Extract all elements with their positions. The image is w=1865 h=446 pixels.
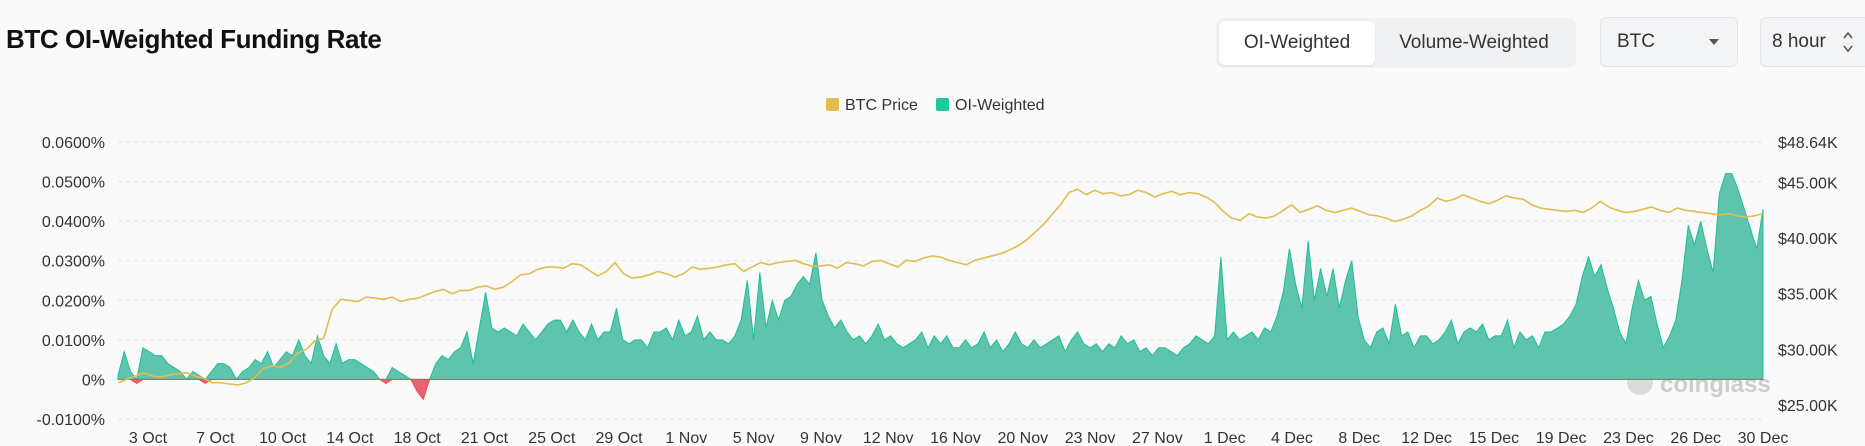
y-right-tick-label: $45.00K [1778, 175, 1838, 192]
weighting-toggle: OI-Weighted Volume-Weighted [1216, 18, 1576, 68]
btc-price-line [117, 188, 1764, 386]
y-left-tick-label: 0.0100% [42, 333, 105, 350]
caret-down-icon [1709, 39, 1719, 45]
y-left-tick-label: 0.0200% [42, 293, 105, 310]
coin-select-value: BTC [1617, 31, 1655, 52]
y-right-tick-label: $40.00K [1778, 231, 1838, 248]
coin-select[interactable]: BTC [1600, 17, 1738, 67]
x-tick-label: 9 Nov [800, 430, 842, 446]
x-tick-label: 23 Dec [1603, 430, 1654, 446]
x-tick-label: 5 Nov [733, 430, 775, 446]
x-tick-label: 1 Nov [665, 430, 707, 446]
x-tick-label: 20 Nov [997, 430, 1048, 446]
oi-weighted-negative-area [118, 378, 1763, 401]
legend-swatch [936, 98, 949, 111]
legend-swatch [826, 98, 839, 111]
legend-label: BTC Price [845, 97, 918, 114]
y-right-tick-label: $48.64K [1778, 135, 1838, 152]
x-tick-label: 27 Nov [1132, 430, 1183, 446]
x-tick-label: 14 Oct [326, 430, 374, 446]
interval-select[interactable]: 8 hour [1760, 17, 1865, 67]
page-title: BTC OI-Weighted Funding Rate [6, 24, 382, 54]
x-tick-label: 10 Oct [259, 430, 307, 446]
interval-select-value: 8 hour [1772, 31, 1826, 52]
y-left-tick-label: 0.0600% [42, 135, 105, 152]
tab-oi-weighted[interactable]: OI-Weighted [1219, 21, 1375, 65]
x-tick-label: 1 Dec [1204, 430, 1246, 446]
x-tick-label: 16 Nov [930, 430, 981, 446]
y-left-tick-label: 0.0400% [42, 214, 105, 231]
y-right-tick-label: $25.00K [1778, 398, 1838, 415]
x-tick-label: 26 Dec [1670, 430, 1721, 446]
y-left-tick-label: 0.0500% [42, 175, 105, 192]
up-down-icon [1843, 31, 1853, 53]
x-tick-label: 29 Oct [595, 430, 643, 446]
x-tick-label: 18 Oct [394, 430, 442, 446]
y-right-tick-label: $35.00K [1778, 287, 1838, 304]
x-tick-label: 25 Oct [528, 430, 576, 446]
y-right-tick-label: $30.00K [1778, 342, 1838, 359]
x-tick-label: 30 Dec [1738, 430, 1789, 446]
x-tick-label: 8 Dec [1338, 430, 1380, 446]
y-left-tick-label: -0.0100% [37, 412, 106, 429]
legend-label: OI-Weighted [955, 97, 1045, 114]
x-tick-label: 7 Oct [196, 430, 235, 446]
oi-weighted-area [117, 173, 1764, 381]
x-tick-label: 12 Nov [863, 430, 914, 446]
y-left-tick-label: 0.0300% [42, 254, 105, 271]
x-tick-label: 19 Dec [1536, 430, 1587, 446]
x-tick-label: 23 Nov [1065, 430, 1116, 446]
x-tick-label: 12 Dec [1401, 430, 1452, 446]
tab-volume-weighted[interactable]: Volume-Weighted [1399, 32, 1549, 53]
x-tick-label: 4 Dec [1271, 430, 1313, 446]
y-left-tick-label: 0% [82, 372, 105, 389]
x-tick-label: 21 Oct [461, 430, 509, 446]
x-tick-label: 3 Oct [129, 430, 168, 446]
x-tick-label: 15 Dec [1468, 430, 1519, 446]
